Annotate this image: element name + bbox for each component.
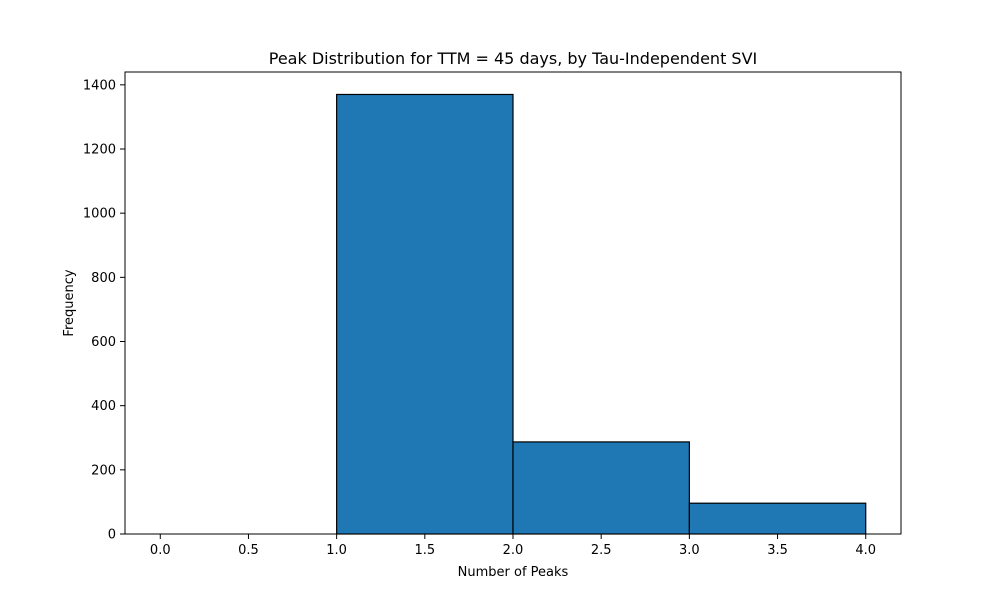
plot-frame: [124, 71, 902, 535]
x-tick-label: 0.0: [150, 543, 171, 558]
x-tick-label: 3.5: [767, 543, 788, 558]
y-tick-label: 1200: [83, 143, 116, 158]
y-axis-label: Frequency: [62, 269, 77, 336]
ticks-layer: 0.0 0.5 1.0 1.5 2.0 2.5 3.0 3.5 4.0 0 200 400 600 800…: [83, 78, 876, 558]
x-tick-label: 0.5: [238, 543, 259, 558]
y-tick-label: 400: [91, 399, 116, 414]
y-tick-label: 600: [91, 335, 116, 350]
chart-title: Peak Distribution for TTM = 45 days, by …: [269, 49, 758, 68]
histogram-bar-3: [688, 502, 867, 535]
y-tick-label: 1400: [83, 78, 116, 93]
x-tick-label: 2.0: [503, 543, 524, 558]
x-tick-label: 1.5: [414, 543, 435, 558]
y-tick-label: 0: [108, 528, 116, 543]
bars-layer: [336, 93, 867, 535]
x-tick-label: 2.5: [591, 543, 612, 558]
y-tick-label: 800: [91, 271, 116, 286]
histogram-bar-1: [336, 93, 514, 535]
y-tick-label: 200: [91, 463, 116, 478]
x-axis-label: Number of Peaks: [458, 565, 569, 580]
x-tick-label: 4.0: [855, 543, 876, 558]
y-tick-label: 1000: [83, 207, 116, 222]
x-tick-label: 3.0: [679, 543, 700, 558]
x-tick-label: 1.0: [326, 543, 347, 558]
histogram-bar-2: [512, 441, 690, 535]
